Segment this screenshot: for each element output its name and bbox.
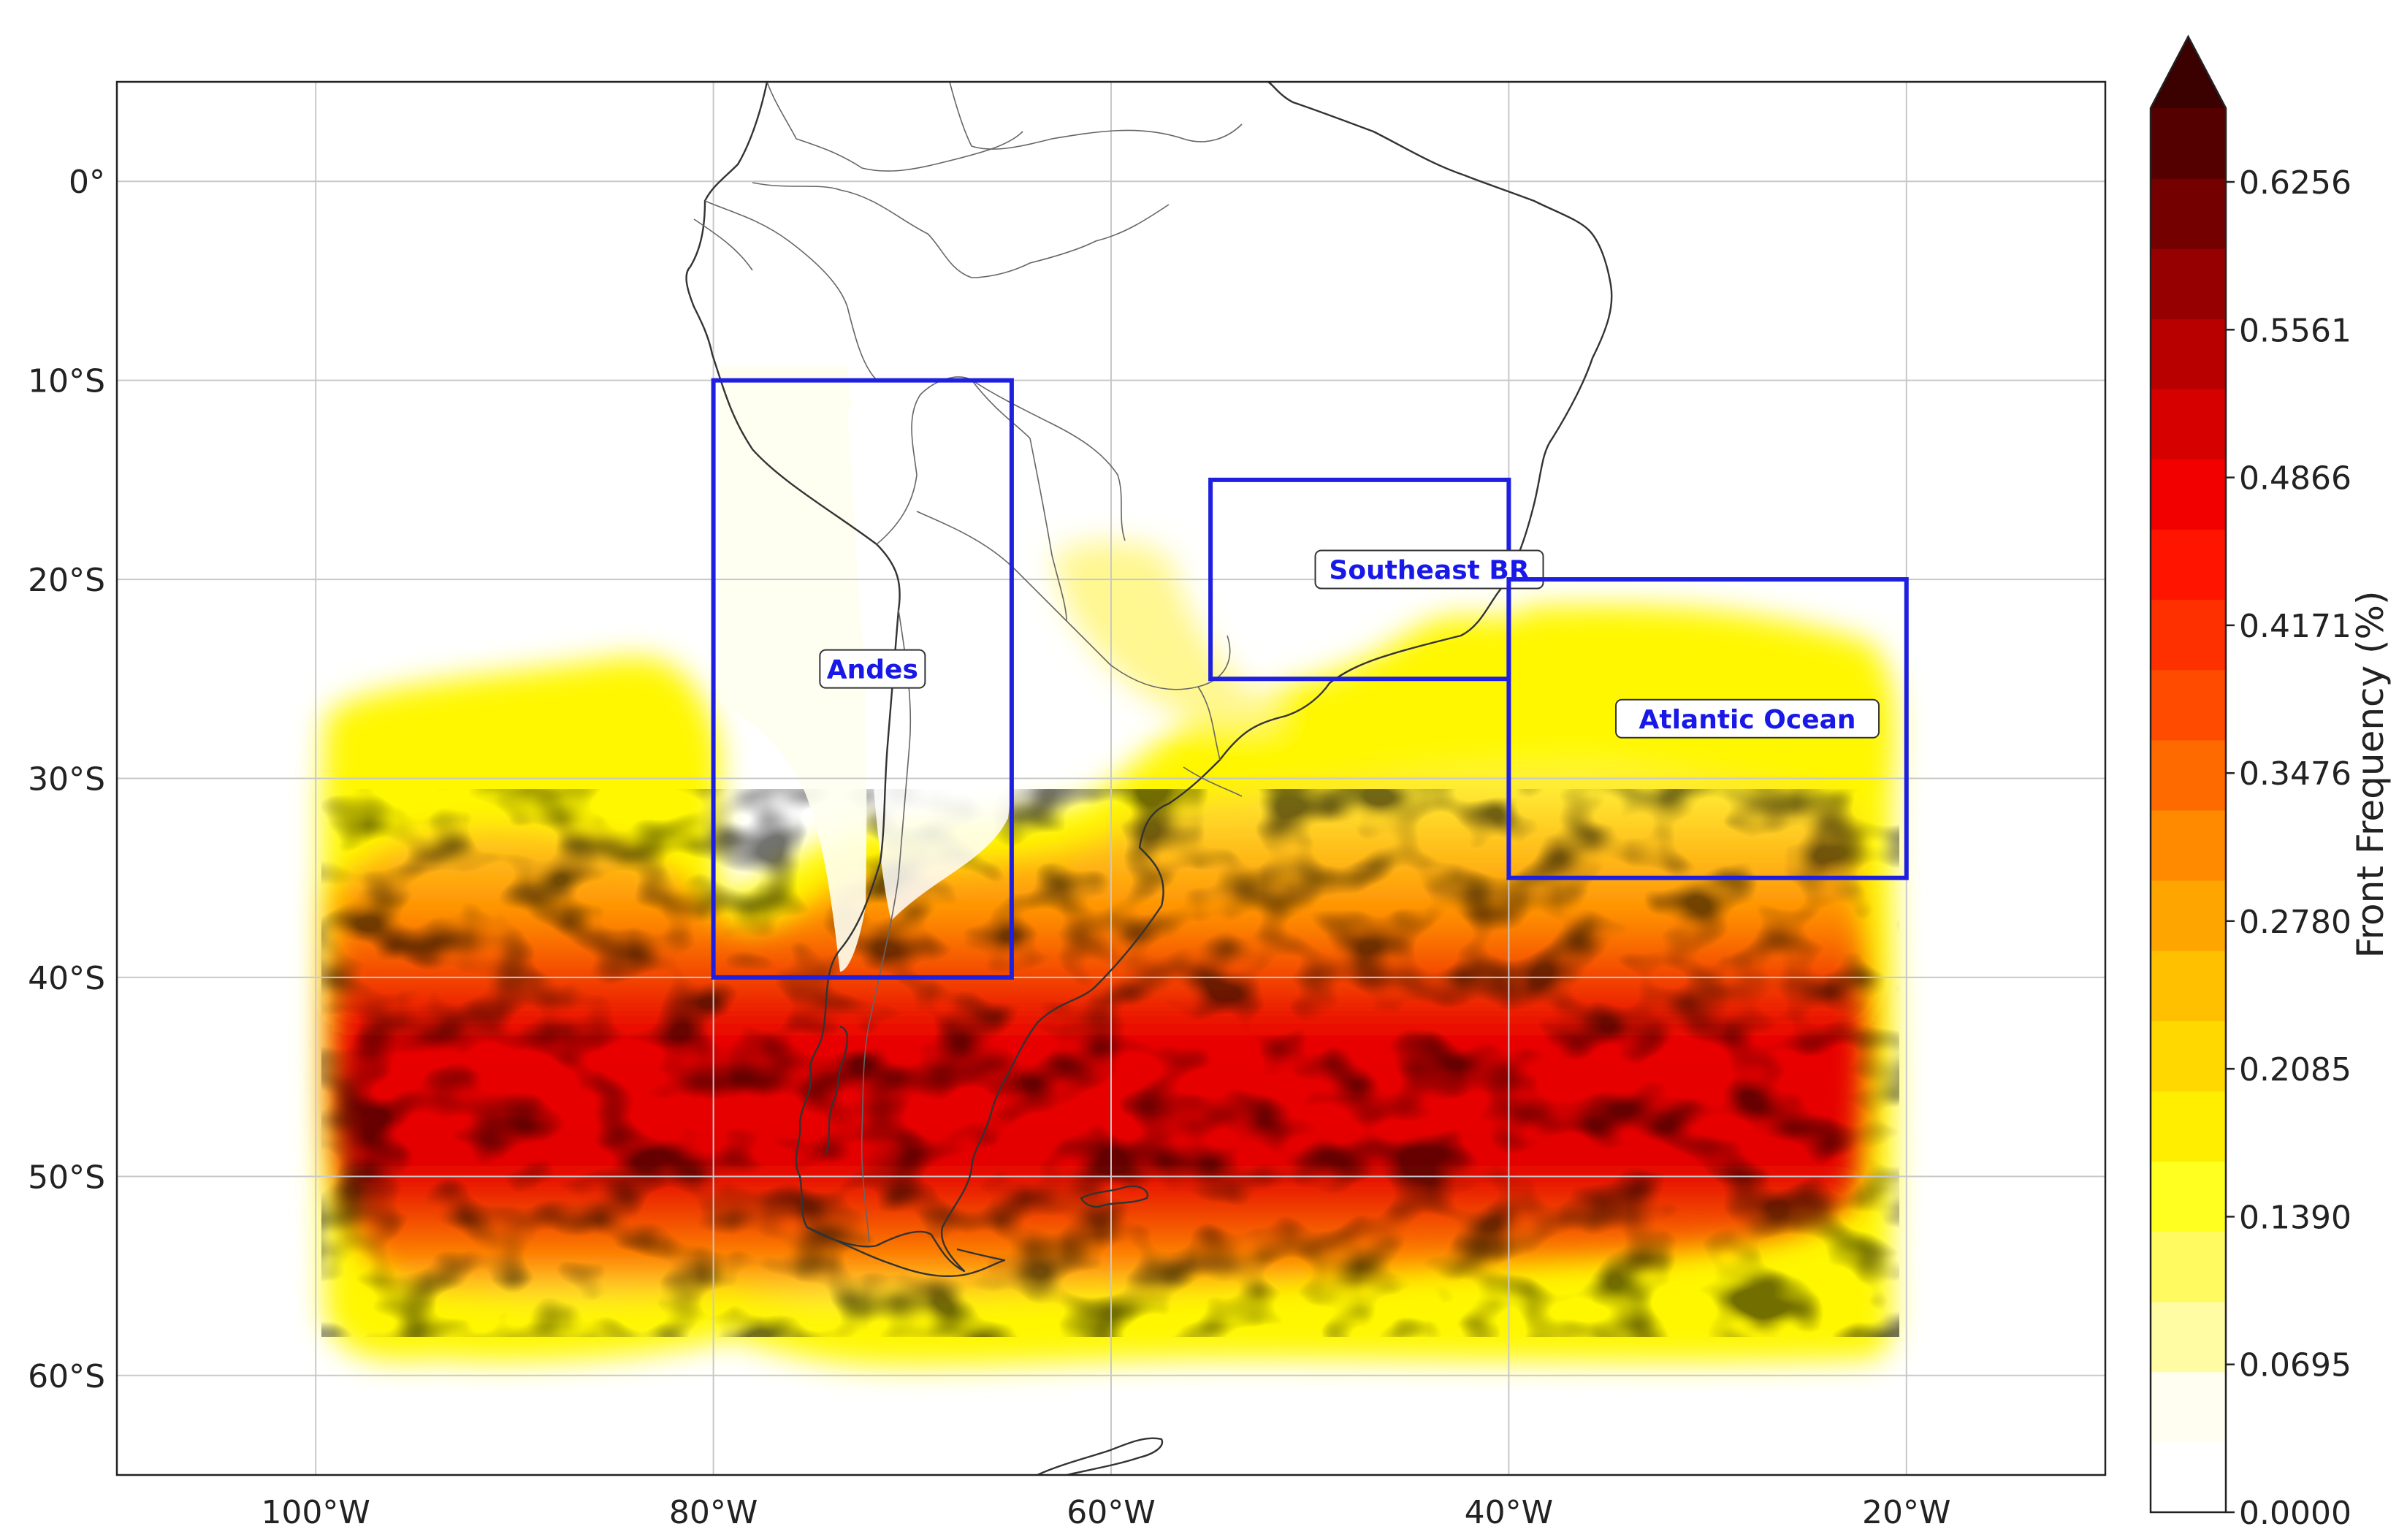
region-label-box [819, 649, 926, 689]
tierra-del-fuego-coast [806, 1226, 1006, 1278]
lat-tick-label: 20°S [28, 562, 105, 599]
colorbar-tick-label: 0.1390 [2239, 1199, 2351, 1236]
border-peru-bolivia [876, 376, 1031, 545]
lat-tick-label: 0° [69, 164, 105, 201]
colorbar-segment [2151, 248, 2226, 319]
region-label: Southeast BR [1329, 555, 1529, 585]
colorbar-outline [2149, 34, 2227, 1514]
chile-fjord-coast [824, 1025, 849, 1155]
antarctic-peninsula-tip [1037, 1437, 1164, 1475]
colorbar-title: Front Frequency (%) [2349, 590, 2392, 958]
colorbar-tick-label: 0.3476 [2239, 755, 2351, 793]
country-borders [693, 82, 1243, 1243]
colorbar-tick-label: 0.6256 [2239, 164, 2351, 202]
colorbar-segment [2151, 669, 2226, 741]
lat-tick-label: 30°S [28, 761, 105, 798]
colorbar-tick-label: 0.0695 [2239, 1347, 2351, 1384]
colorbar-segment [2151, 1091, 2226, 1162]
region-label-box [1615, 698, 1880, 739]
region-label: Atlantic Ocean [1639, 705, 1856, 735]
region-label-box [1314, 549, 1544, 590]
colorbar-segment [2151, 389, 2226, 460]
lon-tick-label: 20°W [1862, 1494, 1951, 1531]
longitude-tick-labels: 100°W 80°W 60°W 40°W 20°W [261, 1494, 1950, 1531]
border-guianas [949, 82, 1243, 150]
colorbar-tick-label: 0.5561 [2239, 312, 2351, 349]
colorbar-segment [2151, 1231, 2226, 1303]
colorbar-tick-label: 0.2780 [2239, 904, 2351, 941]
colorbar-segment [2151, 178, 2226, 249]
border-argentina-chile [861, 609, 912, 1243]
andes-interior-gap [847, 409, 1016, 920]
coastlines [685, 82, 1613, 1475]
region-box [1506, 577, 1909, 880]
border-bolivia-paraguay [916, 511, 1231, 690]
colorbar-tick-label: 0.0000 [2239, 1495, 2351, 1532]
colorbar-segment [2151, 319, 2226, 389]
region-label: Andes [827, 655, 918, 685]
border-ecuador [693, 218, 753, 271]
lon-tick-label: 80°W [669, 1494, 758, 1531]
colorbar-segment [2151, 950, 2226, 1021]
map-frame [115, 80, 2107, 1476]
colorbar-segment [2151, 599, 2226, 671]
lon-tick-label: 100°W [261, 1494, 370, 1531]
lat-tick-label: 40°S [28, 960, 105, 997]
border-argentina-brazil [1197, 686, 1221, 761]
colorbar-segment [2151, 108, 2226, 179]
latitude-tick-labels: 0° 10°S 20°S 30°S 40°S 50°S 60°S [28, 164, 105, 1395]
colorbar-tick-label: 0.4866 [2239, 460, 2351, 498]
border-colombia-venezuela [766, 82, 1023, 172]
colorbar-segment [2151, 1021, 2226, 1091]
border-paraguay-south [1029, 438, 1067, 622]
falklands-outline [1080, 1185, 1149, 1208]
colorbar-tick-label: 0.2085 [2239, 1051, 2351, 1089]
lat-tick-label: 50°S [28, 1159, 105, 1196]
lat-tick-label: 60°S [28, 1358, 105, 1395]
lon-tick-label: 60°W [1067, 1494, 1156, 1531]
lon-tick-label: 40°W [1465, 1494, 1554, 1531]
colorbar-segment [2151, 1301, 2226, 1373]
colorbar-segment [2151, 810, 2226, 881]
andes-low-frequency-gap [720, 365, 867, 972]
colorbar-segment [2151, 529, 2226, 601]
colorbar-segment [2151, 739, 2226, 811]
colorbar-segment [2151, 1441, 2226, 1513]
region-box [711, 378, 1014, 980]
border-bolivia-brazil [971, 379, 1126, 541]
border-peru-colombia [704, 200, 877, 381]
study-regions: Andes Southeast BR Atlantic Ocean [711, 378, 1909, 980]
south-america-coastline [685, 82, 1613, 1273]
colorbar-segment [2151, 459, 2226, 530]
lat-tick-label: 10°S [28, 363, 105, 400]
colorbar-segment [2151, 1161, 2226, 1232]
colorbar-segment [2151, 880, 2226, 951]
border-uruguay [1183, 766, 1243, 797]
border-brazil-north [752, 182, 1170, 278]
colorbar-segment [2151, 1371, 2226, 1443]
colorbar-tick-label: 0.4171 [2239, 608, 2351, 645]
colorbar-extend-arrow [2151, 37, 2226, 108]
colorbar: 0.0000 0.0695 0.1390 0.2085 0.2780 0.3476 0.41… [2149, 34, 2351, 1532]
